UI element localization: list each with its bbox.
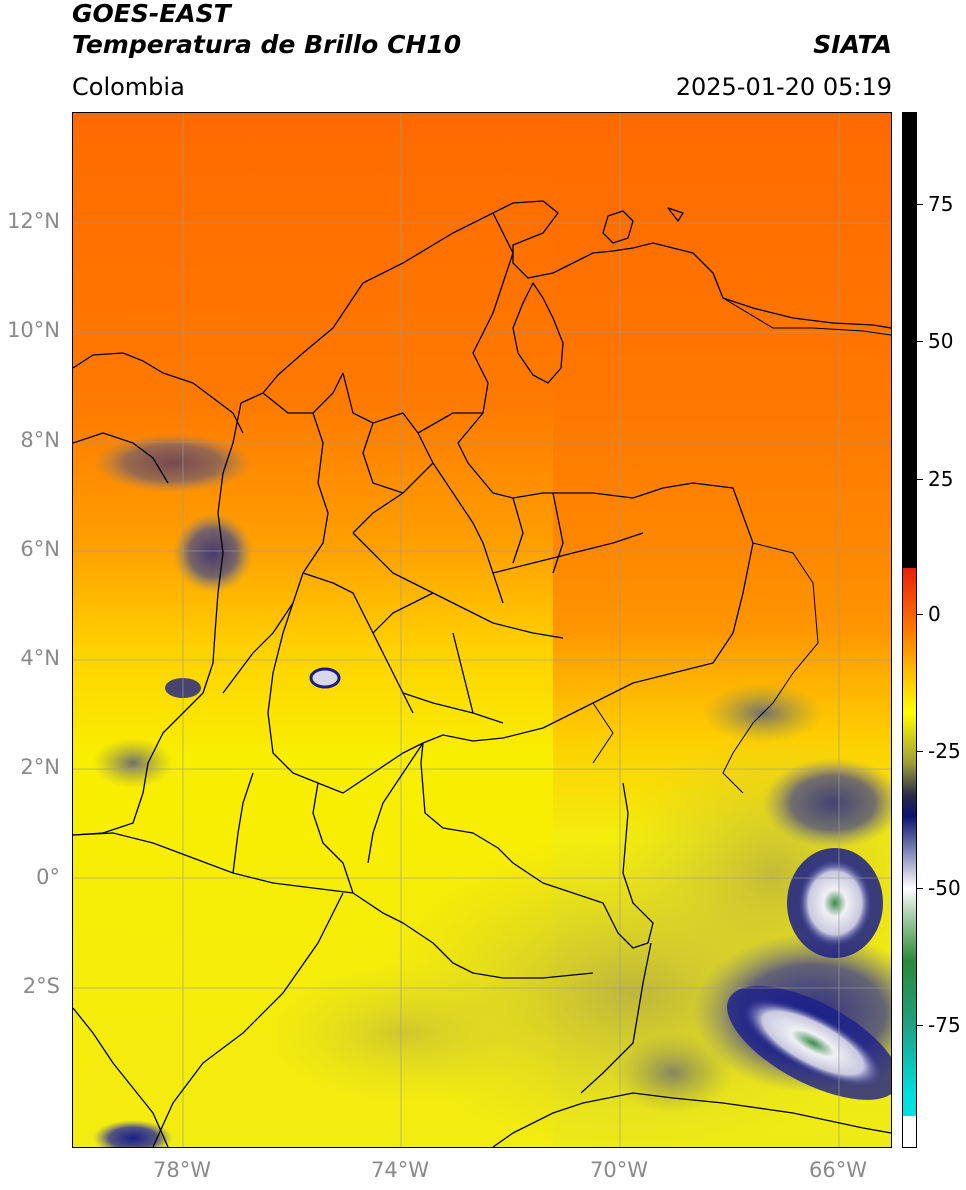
timestamp: 2025-01-20 05:19 (675, 73, 892, 101)
colorbar-tick (917, 479, 923, 480)
colorbar-tick (917, 614, 923, 615)
colorbar-tick (917, 888, 923, 889)
map-panel (72, 112, 892, 1148)
lat-label-10n: 10°N (7, 318, 60, 342)
lat-label-6n: 6°N (20, 537, 60, 561)
colorbar-label-75: 75 (928, 192, 954, 216)
brightness-temperature-map (73, 113, 891, 1147)
lon-label-70w: 70°W (590, 1158, 648, 1182)
colorbar-label-minus50: -50 (928, 876, 961, 900)
colorbar-tick (917, 204, 923, 205)
colorbar-label-minus25: -25 (928, 739, 961, 763)
product-title: Temperatura de Brillo CH10 (72, 30, 462, 59)
lat-label-2s: 2°S (22, 974, 60, 998)
lat-label-0: 0° (36, 865, 60, 889)
colorbar-tick (917, 1025, 923, 1026)
lon-label-66w: 66°W (809, 1158, 867, 1182)
colorbar-label-minus75: -75 (928, 1013, 961, 1037)
lat-label-8n: 8°N (20, 428, 60, 452)
brand-label: SIATA (813, 30, 892, 59)
colorbar-tick (917, 341, 923, 342)
lon-label-74w: 74°W (371, 1158, 429, 1182)
satellite-title: GOES-EAST (72, 0, 231, 28)
lon-label-78w: 78°W (153, 1158, 211, 1182)
colorbar-label-0: 0 (928, 602, 941, 626)
colorbar (902, 112, 917, 1148)
lat-label-4n: 4°N (20, 646, 60, 670)
colorbar-label-25: 25 (928, 467, 954, 491)
lat-label-2n: 2°N (20, 755, 60, 779)
colorbar-label-50: 50 (928, 329, 954, 353)
region-label: Colombia (72, 73, 185, 101)
colorbar-tick (917, 751, 923, 752)
lat-label-12n: 12°N (7, 209, 60, 233)
